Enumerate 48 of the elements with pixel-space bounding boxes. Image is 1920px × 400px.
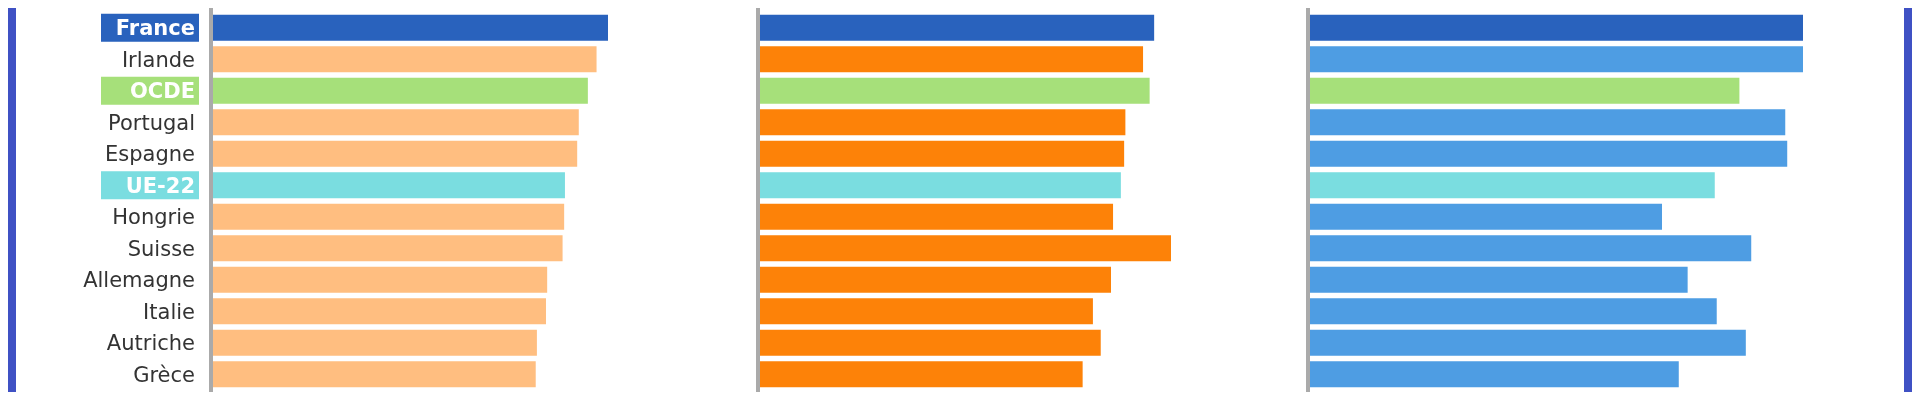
bar [760,77,1150,104]
bar [760,46,1144,73]
bar [1310,235,1752,262]
bar [213,109,579,136]
y-tick-label: Hongrie [112,205,195,230]
bar [1310,203,1662,230]
y-tick-label: Italie [143,299,195,324]
bar [213,14,608,41]
bar [760,329,1101,356]
bar [213,235,563,262]
bar [213,329,537,356]
bar [1310,77,1740,104]
bar [760,361,1083,388]
bar [760,298,1093,325]
y-tick-label: Portugal [108,110,195,135]
y-tick-label: Irlande [121,47,195,72]
bar [1310,140,1788,167]
y-tick-label: Grèce [133,362,195,387]
bar [1310,329,1746,356]
bar [760,140,1125,167]
bar [760,266,1111,293]
bar [1310,298,1717,325]
bar [760,235,1171,262]
bar [213,203,565,230]
y-tick-label: France [115,16,195,41]
bar [1310,361,1679,388]
y-tick-label: Suisse [127,236,195,261]
bar [213,46,597,73]
bar [760,172,1121,199]
bar [760,203,1114,230]
bar [213,172,565,199]
bar [213,140,578,167]
y-tick-label: Autriche [106,331,195,356]
bar [1310,172,1715,199]
y-tick-label: UE-22 [125,173,195,198]
y-tick-label: Espagne [105,142,195,167]
bar [1310,14,1803,41]
bar [213,361,536,388]
y-tick-label: Allemagne [83,268,195,293]
bar [213,77,588,104]
bar [1310,266,1688,293]
y-tick-label: OCDE [129,79,195,104]
bar [760,14,1155,41]
bar [213,266,548,293]
bar [213,298,546,325]
bar [1310,46,1803,73]
bar [1310,109,1786,136]
bar [760,109,1126,136]
